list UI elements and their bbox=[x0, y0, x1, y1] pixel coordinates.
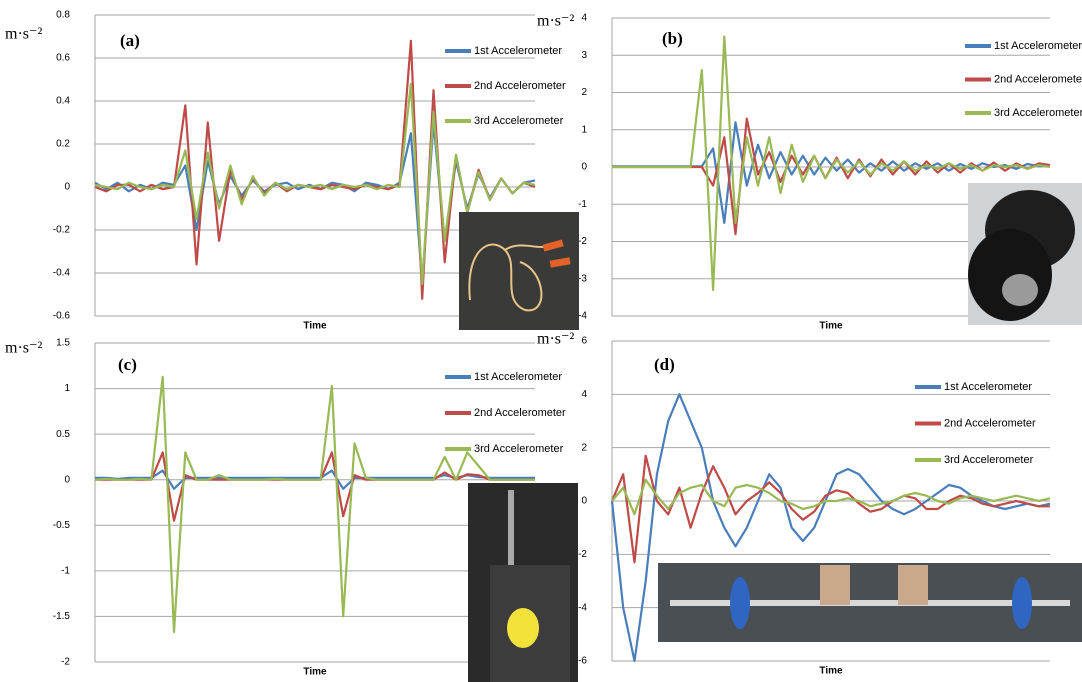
legend-label: 2nd Accelerometer bbox=[994, 73, 1082, 85]
panel-label: (a) bbox=[120, 31, 140, 50]
photo-bg bbox=[459, 212, 579, 330]
chart-panel: -0.6 -0.4 -0.2 0 0.2 0.4 0.6 0.8 Time (a) m·s⁻² 1st… bbox=[5, 10, 566, 332]
y-tick-label: 0 bbox=[581, 162, 587, 173]
y-tick-label: -2 bbox=[578, 549, 587, 560]
y-axis-unit: m·s⁻² bbox=[5, 26, 42, 43]
y-tick-label: 0.2 bbox=[56, 139, 70, 150]
handle bbox=[542, 239, 564, 252]
y-tick-label: 0.5 bbox=[56, 429, 70, 440]
y-tick-label: 4 bbox=[581, 389, 587, 400]
photo-dumbbell bbox=[968, 183, 1082, 325]
y-tick-label: 1 bbox=[581, 124, 587, 135]
photo-barbell bbox=[658, 563, 1082, 642]
y-tick-label: 3 bbox=[581, 50, 587, 61]
y-axis-unit: m·s⁻² bbox=[537, 331, 574, 348]
legend-label: 1st Accelerometer bbox=[474, 371, 562, 383]
chart-panel: -6 -4 -2 0 2 4 6 Time (d) m·s⁻² 1st Accelerometer 2… bbox=[537, 331, 1051, 677]
y-tick-label: 0.6 bbox=[56, 53, 70, 64]
hub bbox=[1002, 274, 1038, 306]
x-axis-label: Time bbox=[819, 321, 843, 332]
x-axis-label: Time bbox=[303, 321, 327, 332]
y-tick-label: 0 bbox=[581, 496, 587, 507]
y-tick-label: 1.5 bbox=[56, 338, 70, 349]
photo-stack bbox=[468, 483, 578, 682]
y-tick-label: -1.5 bbox=[53, 611, 71, 622]
person bbox=[898, 565, 928, 605]
legend-label: 3rd Accelerometer bbox=[474, 443, 564, 455]
panel-label: (b) bbox=[662, 29, 683, 48]
y-tick-label: -2 bbox=[61, 657, 70, 668]
legend-label: 1st Accelerometer bbox=[994, 40, 1082, 52]
y-tick-label: -4 bbox=[578, 602, 587, 613]
legend-label: 2nd Accelerometer bbox=[474, 407, 566, 419]
legend-label: 3rd Accelerometer bbox=[474, 115, 564, 127]
plate bbox=[968, 229, 1052, 321]
rod bbox=[508, 490, 514, 570]
panel-label: (d) bbox=[654, 355, 675, 374]
y-tick-label: -0.4 bbox=[53, 268, 71, 279]
y-tick-label: 4 bbox=[581, 13, 587, 24]
series-line bbox=[612, 35, 1051, 291]
chart-panel: -4 -3 -2 -1 0 1 2 3 4 Time (b) m·s⁻² 1st Acceleromet… bbox=[537, 13, 1082, 332]
legend-label: 1st Accelerometer bbox=[944, 381, 1032, 393]
x-axis-label: Time bbox=[303, 667, 327, 678]
y-axis-unit: m·s⁻² bbox=[5, 340, 42, 357]
y-tick-label: 2 bbox=[581, 87, 587, 98]
series-line bbox=[94, 375, 535, 633]
y-tick-label: -2 bbox=[578, 236, 587, 247]
y-tick-label: 2 bbox=[581, 442, 587, 453]
series-line bbox=[610, 454, 1050, 564]
y-tick-label: -4 bbox=[578, 311, 587, 322]
legend-label: 2nd Accelerometer bbox=[944, 417, 1036, 429]
y-tick-label: -0.5 bbox=[53, 520, 71, 531]
y-tick-label: -1 bbox=[61, 565, 70, 576]
y-axis-unit: m·s⁻² bbox=[537, 13, 574, 30]
legend-label: 3rd Accelerometer bbox=[994, 107, 1082, 119]
series-line bbox=[94, 82, 536, 285]
bar bbox=[670, 600, 1070, 606]
photo-rope bbox=[459, 212, 579, 330]
sensor bbox=[507, 608, 539, 648]
legend-label: 3rd Accelerometer bbox=[944, 454, 1034, 466]
plate bbox=[1012, 577, 1032, 629]
y-tick-label: -0.2 bbox=[53, 225, 71, 236]
panel-label: (c) bbox=[118, 355, 137, 374]
y-tick-label: 0 bbox=[64, 182, 70, 193]
y-tick-label: 6 bbox=[581, 336, 587, 347]
y-tick-label: -0.6 bbox=[53, 311, 71, 322]
legend-label: 2nd Accelerometer bbox=[474, 80, 566, 92]
plots: -0.6 -0.4 -0.2 0 0.2 0.4 0.6 0.8 Time (a) m·s⁻² 1st… bbox=[5, 10, 1082, 678]
person bbox=[820, 565, 850, 605]
photos bbox=[459, 183, 1082, 682]
y-tick-label: 0 bbox=[64, 474, 70, 485]
y-tick-label: 1 bbox=[64, 383, 70, 394]
series-line bbox=[610, 393, 1051, 663]
y-tick-label: -3 bbox=[578, 273, 587, 284]
y-tick-label: -6 bbox=[578, 656, 587, 667]
x-axis-label: Time bbox=[819, 666, 843, 677]
y-tick-label: -1 bbox=[578, 199, 587, 210]
legend-label: 1st Accelerometer bbox=[474, 45, 562, 57]
series-line bbox=[611, 478, 1051, 516]
chart-panel: -2 -1.5 -1 -0.5 0 0.5 1 1.5 Time (c) m·s⁻² 1st Acce… bbox=[5, 338, 566, 678]
y-tick-label: 0.8 bbox=[56, 10, 70, 21]
plate bbox=[730, 577, 750, 629]
y-tick-label: 0.4 bbox=[56, 96, 70, 107]
handle bbox=[549, 257, 571, 268]
